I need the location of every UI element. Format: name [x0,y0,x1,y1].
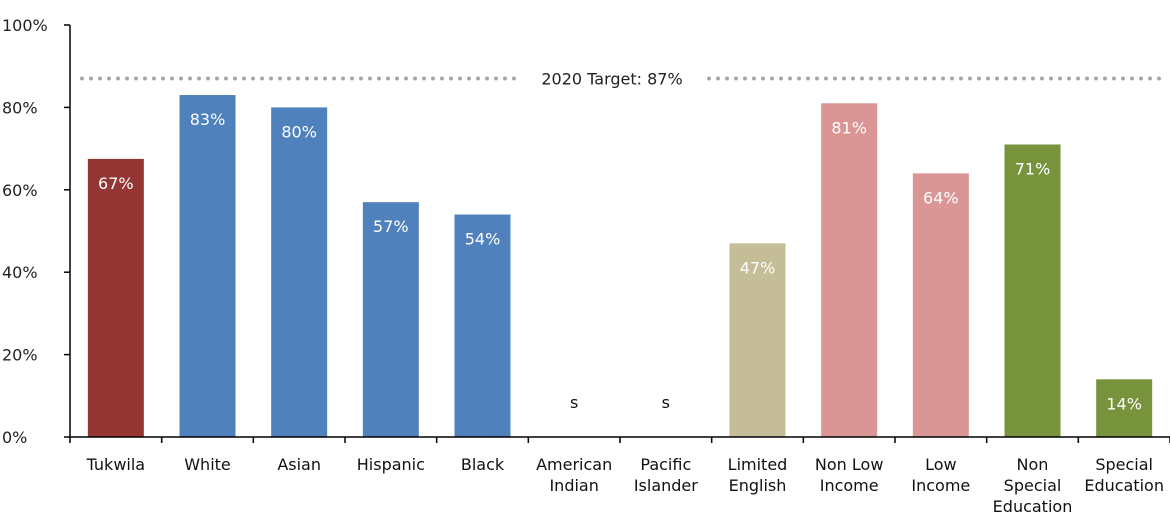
y-tick-label: 40% [2,263,38,282]
x-axis: Tukwila White Asian Hispanic Black American In… [69,436,1170,516]
bar [87,158,144,437]
y-tick-label: 80% [2,98,38,117]
bar-value-label: 83% [190,110,226,129]
bar-value-label: 54% [465,230,501,249]
bar [821,103,878,437]
bars: 67% 83% 80% 57% 54% s s 47% 81% 64% 71% 14% [87,95,1153,438]
x-category-label: Low Income [911,455,970,495]
bar-value-label: 80% [281,122,317,141]
bar-value-label: 81% [831,118,867,137]
x-category-label: Non Special Education [993,455,1073,516]
bar [729,243,786,437]
x-category-label: Special Education [1084,455,1164,495]
x-category-label: Pacific Islander [634,455,698,495]
bar-value-label: 64% [923,188,959,207]
bar [179,95,236,437]
bar [1096,379,1153,437]
x-category-label: Tukwila [86,455,146,474]
y-axis: 0% 20% 40% 60% 80% 100% [2,16,71,447]
x-category-label: Hispanic [357,455,425,474]
x-category-label: American Indian [536,455,612,495]
y-tick-label: 100% [2,16,48,35]
y-tick-label: 60% [2,181,38,200]
y-tick-label: 20% [2,346,38,365]
bar-value-label: 71% [1015,159,1051,178]
bar [912,173,969,437]
bar [271,107,328,438]
bar [362,202,419,437]
y-tick-label: 0% [2,428,27,447]
bar [454,214,511,437]
target-label: 2020 Target: 87% [541,70,682,89]
suppressed-label: s [662,393,670,412]
x-category-label: Black [461,455,505,474]
bar-value-label: 47% [740,258,776,277]
bar-value-label: 57% [373,217,409,236]
target-line: 2020 Target: 87% [80,70,1170,89]
x-category-label: White [184,455,231,474]
bar [1004,144,1061,438]
suppressed-label: s [570,393,578,412]
x-category-label: Limited English [728,455,788,495]
x-category-label: Asian [277,455,321,474]
x-category-label: Non Low Income [815,455,884,495]
bar-value-label: 67% [98,174,134,193]
bar-value-label: 14% [1106,394,1142,413]
